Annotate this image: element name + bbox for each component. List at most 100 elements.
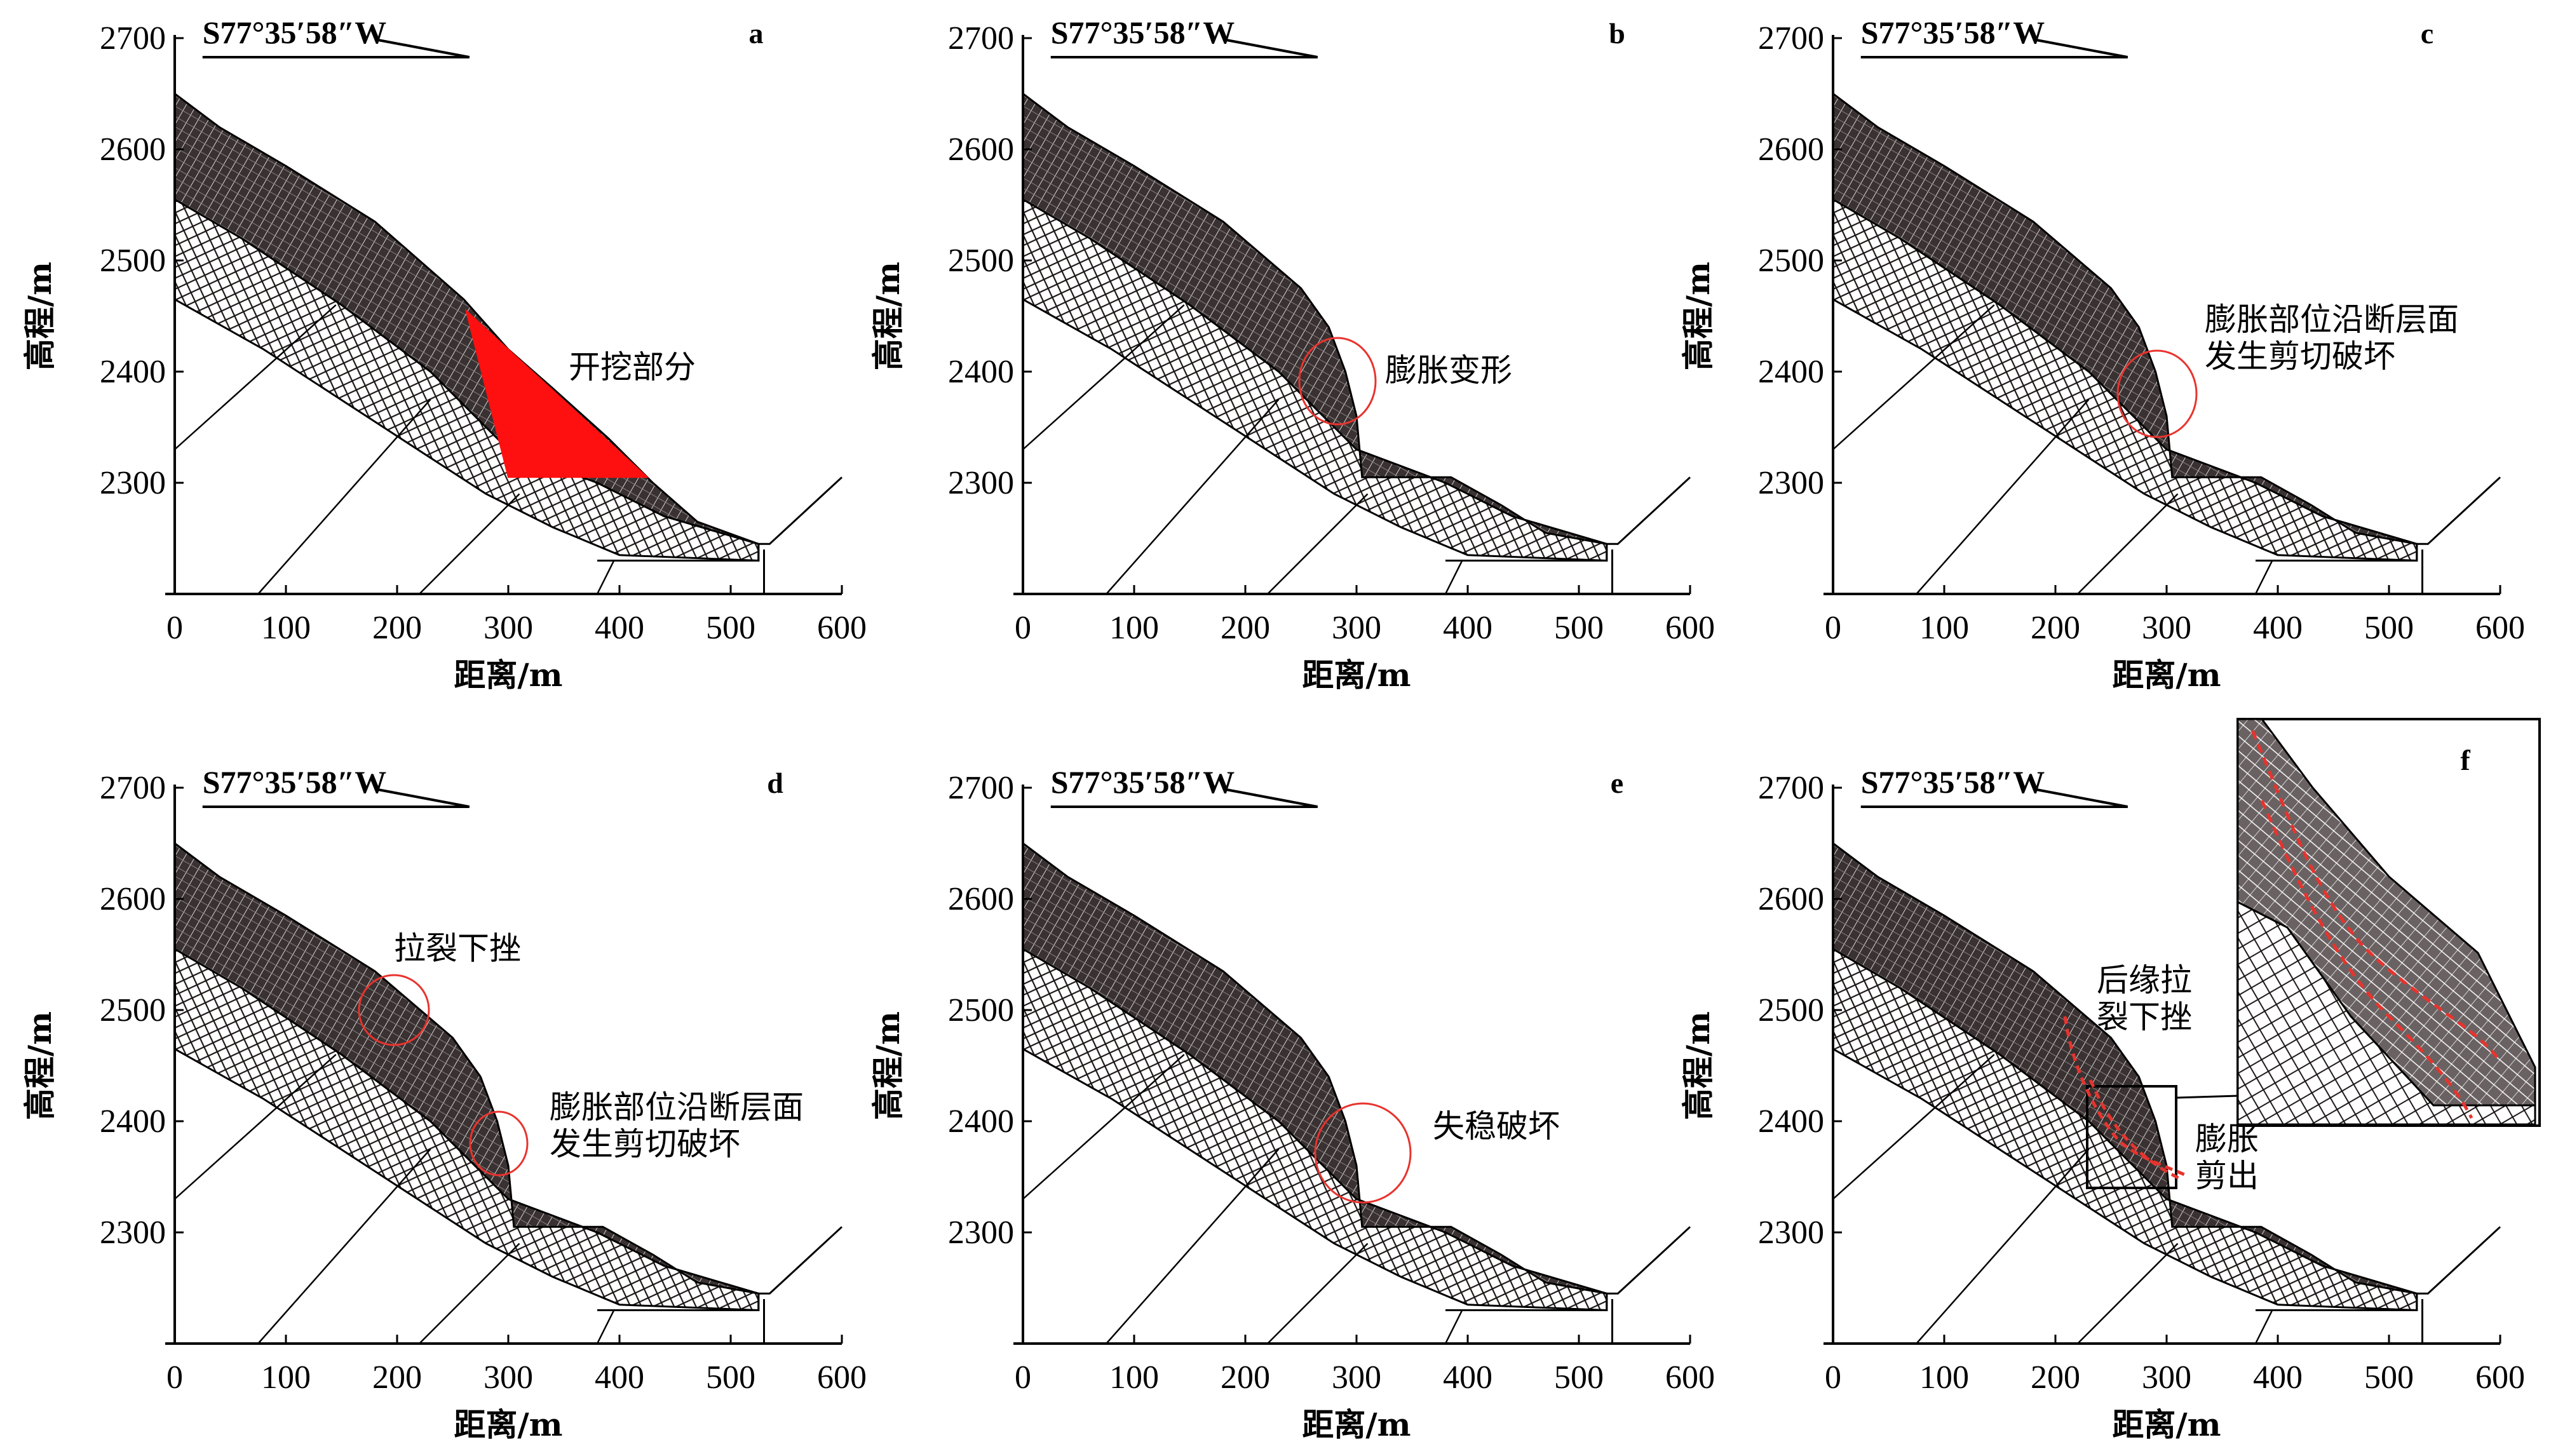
x-tick-label: 0 xyxy=(166,610,183,646)
y-tick-label: 2500 xyxy=(948,243,1014,279)
x-tick-label: 100 xyxy=(261,1359,311,1396)
direction-arrow xyxy=(1860,38,2128,58)
annotation-e-0: 失稳破坏 xyxy=(1433,1108,1560,1145)
bearing-label: S77°35′58″W xyxy=(1051,764,1235,800)
x-tick-label: 400 xyxy=(1443,610,1492,646)
y-tick-label: 2400 xyxy=(948,354,1014,390)
bedrock-line xyxy=(596,1309,615,1344)
x-tick-label: 400 xyxy=(2253,610,2303,646)
x-tick-label: 0 xyxy=(166,1359,183,1396)
annotation-c-0: 发生剪切破坏 xyxy=(2205,338,2395,375)
zoom-connector xyxy=(2175,1095,2238,1099)
x-tick-label: 500 xyxy=(706,610,755,646)
x-axis-label: 距离/m xyxy=(1302,1406,1411,1443)
x-tick-label: 300 xyxy=(484,1359,533,1396)
panel-b: 2700 2600 2500 2400 2300 0 100 200 300 400 500 600 高… xyxy=(869,15,1715,694)
y-tick-label: 2600 xyxy=(1758,881,1824,917)
x-axis-label: 距离/m xyxy=(2112,656,2221,694)
x-tick-label: 600 xyxy=(817,1359,867,1396)
x-axis-label: 距离/m xyxy=(454,1406,562,1443)
direction-arrow xyxy=(1050,38,1318,58)
y-axis-label: 高程/m xyxy=(1679,1011,1717,1120)
x-tick-label: 200 xyxy=(372,610,422,646)
upper-rock-unit xyxy=(1832,91,2418,545)
y-tick-label: 2700 xyxy=(1758,20,1824,57)
x-tick-label: 500 xyxy=(1554,1359,1604,1396)
x-tick-label: 300 xyxy=(2142,1359,2191,1396)
bedrock-line xyxy=(257,1148,431,1344)
y-axis-label: 高程/m xyxy=(869,262,907,370)
x-tick-label: 500 xyxy=(1554,610,1604,646)
y-tick-label: 2600 xyxy=(948,881,1014,917)
y-tick-label: 2400 xyxy=(1758,1103,1824,1140)
y-axis-label: 高程/m xyxy=(869,1011,907,1120)
annotation-d-1: 膨胀部位沿断层面 xyxy=(550,1089,804,1126)
bedrock-line xyxy=(419,493,520,595)
panel-c: 2700 2600 2500 2400 2300 0 100 200 300 400 500 600 高… xyxy=(1679,15,2525,694)
y-tick-label: 2700 xyxy=(1758,770,1824,806)
x-tick-label: 400 xyxy=(2253,1359,2303,1396)
bedrock-line xyxy=(2077,493,2179,595)
bedrock-line xyxy=(174,1054,337,1200)
x-tick-label: 100 xyxy=(1919,1359,1969,1396)
x-tick-label: 300 xyxy=(484,610,533,646)
bedrock-line xyxy=(1444,560,1463,595)
direction-arrow xyxy=(1050,788,1318,808)
x-tick-label: 200 xyxy=(1221,1359,1270,1396)
y-tick-label: 2700 xyxy=(100,20,166,57)
inset-lower-unit xyxy=(2236,900,2536,1126)
shear-out-trace xyxy=(2088,1079,2181,1180)
river-bank xyxy=(597,476,843,562)
y-tick-label: 2300 xyxy=(100,465,166,501)
bedrock-line xyxy=(1916,1148,2090,1344)
annotation-f-1: 膨胀 xyxy=(2195,1121,2259,1157)
x-tick-label: 600 xyxy=(2475,610,2525,646)
panel-f: 2700 2600 2500 2400 2300 0 100 200 300 400 500 600 高… xyxy=(1679,764,2525,1443)
y-tick-label: 2300 xyxy=(1758,1215,1824,1251)
y-tick-label: 2700 xyxy=(948,20,1014,57)
inset-shear-trace-upper xyxy=(2250,730,2499,1059)
annotation-c-0: 膨胀部位沿断层面 xyxy=(2205,301,2459,338)
bedrock-line xyxy=(419,1243,520,1344)
excavation-zone xyxy=(464,308,649,478)
annotation-b-0: 膨胀变形 xyxy=(1385,352,1512,389)
x-tick-label: 100 xyxy=(1919,610,1969,646)
y-tick-label: 2600 xyxy=(1758,131,1824,168)
x-tick-label: 200 xyxy=(2031,610,2080,646)
annotation-f-0: 后缘拉 xyxy=(2097,962,2192,999)
x-tick-label: 400 xyxy=(595,610,644,646)
direction-arrow xyxy=(1860,788,2128,808)
rear-crack-trace xyxy=(2063,1016,2187,1177)
x-tick-label: 600 xyxy=(1665,610,1715,646)
bedrock-line xyxy=(1916,398,2090,595)
y-tick-label: 2300 xyxy=(948,1215,1014,1251)
y-tick-label: 2400 xyxy=(948,1103,1014,1140)
direction-arrow xyxy=(202,788,470,808)
bedrock-line xyxy=(257,398,431,595)
x-tick-label: 400 xyxy=(1443,1359,1492,1396)
inset-label: f xyxy=(2460,744,2470,776)
x-axis-label: 距离/m xyxy=(2112,1406,2221,1443)
highlight-circle xyxy=(1298,337,1377,426)
x-tick-label: 200 xyxy=(372,1359,422,1396)
panel-e: 2700 2600 2500 2400 2300 0 100 200 300 400 500 600 高… xyxy=(869,764,1715,1443)
bedrock-line xyxy=(596,560,615,595)
highlight-circle xyxy=(469,1110,529,1176)
x-tick-label: 500 xyxy=(2364,610,2414,646)
y-tick-label: 2600 xyxy=(100,881,166,917)
y-tick-label: 2500 xyxy=(1758,992,1824,1028)
bedrock-line xyxy=(174,304,337,450)
x-tick-label: 0 xyxy=(1825,1359,1841,1396)
y-tick-label: 2700 xyxy=(948,770,1014,806)
x-axis-label: 距离/m xyxy=(454,656,562,694)
y-tick-label: 2600 xyxy=(948,131,1014,168)
bedrock-line xyxy=(1832,1054,1995,1200)
river-bank xyxy=(2256,1226,2501,1311)
highlight-circle xyxy=(358,974,430,1046)
x-tick-label: 0 xyxy=(1015,610,1031,646)
x-tick-label: 100 xyxy=(1109,610,1159,646)
upper-rock-unit xyxy=(1022,841,1607,1295)
x-tick-label: 100 xyxy=(1109,1359,1159,1396)
bedrock-line xyxy=(2254,560,2273,595)
